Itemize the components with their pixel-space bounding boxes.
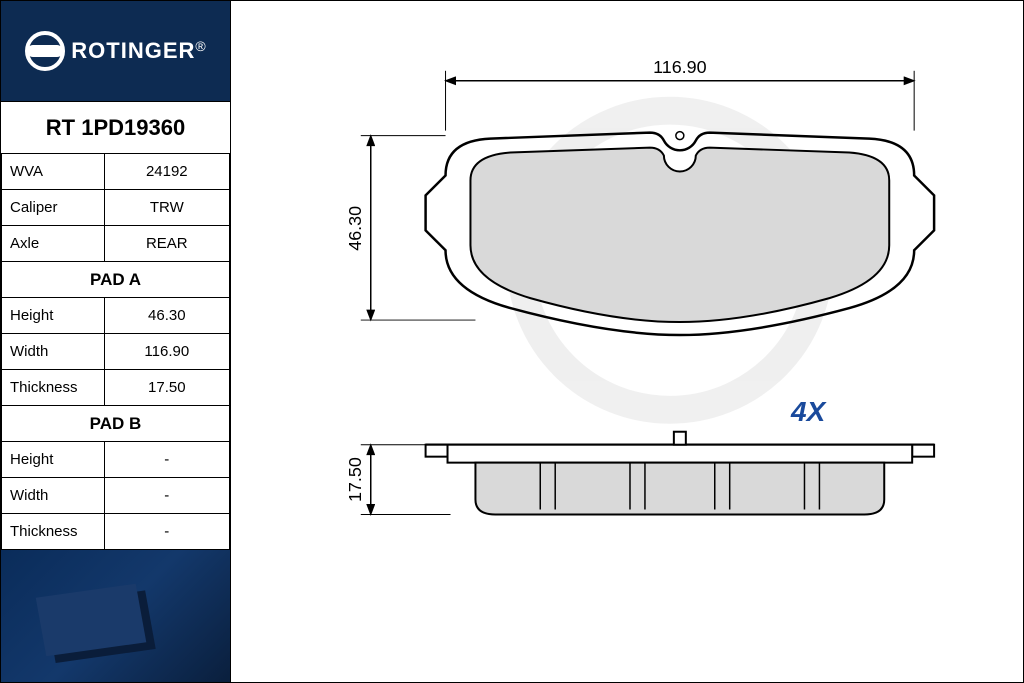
section-heading-b: PAD B — [2, 406, 230, 442]
padA-thickness-value: 17.50 — [104, 370, 229, 406]
spec-label-wva: WVA — [2, 154, 105, 190]
padB-thickness-value: - — [104, 514, 229, 550]
table-row: Height- — [2, 442, 230, 478]
padB-width-label: Width — [2, 478, 105, 514]
table-row: CaliperTRW — [2, 190, 230, 226]
brand-trademark: ® — [195, 38, 205, 54]
section-pad-a: PAD A — [2, 262, 230, 298]
padA-height-value: 46.30 — [104, 298, 229, 334]
sidebar: ROTINGER® RT 1PD19360 WVA24192 CaliperTR… — [1, 1, 231, 682]
brand-logo: ROTINGER® — [25, 31, 205, 71]
page: ROTINGER® RT 1PD19360 WVA24192 CaliperTR… — [0, 0, 1024, 683]
spec-value-wva: 24192 — [104, 154, 229, 190]
padB-height-label: Height — [2, 442, 105, 478]
padB-thickness-label: Thickness — [2, 514, 105, 550]
spec-value-axle: REAR — [104, 226, 229, 262]
brand-name: ROTINGER® — [71, 38, 205, 64]
spec-label-caliper: Caliper — [2, 190, 105, 226]
dim-width-text: 116.90 — [653, 57, 707, 77]
part-number: RT 1PD19360 — [1, 101, 230, 153]
table-row: Width116.90 — [2, 334, 230, 370]
table-row: Thickness17.50 — [2, 370, 230, 406]
quantity-label: 4X — [791, 396, 825, 428]
pad-side-view: 17.50 — [345, 432, 934, 515]
spec-table: WVA24192 CaliperTRW AxleREAR PAD A Heigh… — [1, 153, 230, 550]
table-row: AxleREAR — [2, 226, 230, 262]
section-pad-b: PAD B — [2, 406, 230, 442]
product-box-image — [1, 550, 230, 682]
table-row: Thickness- — [2, 514, 230, 550]
padB-height-value: - — [104, 442, 229, 478]
pad-front-view: 116.90 46.30 — [345, 57, 934, 335]
drawing-svg: 116.90 46.30 17.50 — [231, 1, 1023, 682]
brand-logo-icon — [25, 31, 65, 71]
dim-thickness-text: 17.50 — [345, 457, 365, 502]
brand-name-text: ROTINGER — [71, 38, 195, 63]
brand-logo-box: ROTINGER® — [1, 1, 230, 101]
padA-width-label: Width — [2, 334, 105, 370]
table-row: Height46.30 — [2, 298, 230, 334]
padA-height-label: Height — [2, 298, 105, 334]
table-row: WVA24192 — [2, 154, 230, 190]
padB-width-value: - — [104, 478, 229, 514]
dim-height-text: 46.30 — [345, 206, 365, 251]
technical-drawing: 116.90 46.30 17.50 — [231, 1, 1023, 682]
spec-label-axle: Axle — [2, 226, 105, 262]
padA-width-value: 116.90 — [104, 334, 229, 370]
padA-thickness-label: Thickness — [2, 370, 105, 406]
spec-value-caliper: TRW — [104, 190, 229, 226]
section-heading-a: PAD A — [2, 262, 230, 298]
table-row: Width- — [2, 478, 230, 514]
